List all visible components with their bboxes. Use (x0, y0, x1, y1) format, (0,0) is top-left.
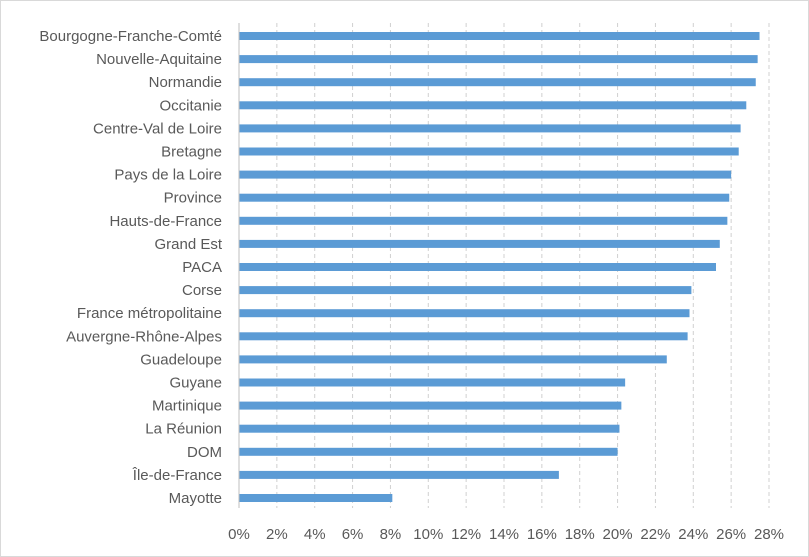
x-tick-label: 18% (565, 526, 595, 543)
category-label: Grand Est (154, 236, 222, 253)
bar (239, 78, 756, 87)
bar (239, 32, 760, 40)
x-tick-label: 24% (678, 526, 708, 543)
bar (239, 216, 728, 225)
x-tick-label: 16% (527, 526, 557, 543)
bar (239, 494, 393, 502)
bar (239, 401, 622, 410)
category-label: Occitanie (159, 97, 222, 114)
category-label: Nouvelle-Aquitaine (96, 51, 222, 68)
bar (239, 193, 730, 202)
category-label: Auvergne-Rhône-Alpes (66, 328, 222, 345)
x-tick-label: 28% (754, 526, 784, 543)
category-label: Île-de-France (132, 467, 222, 484)
category-label: Guadeloupe (140, 351, 222, 368)
bar (239, 309, 690, 318)
bars (239, 32, 760, 502)
bar (239, 263, 716, 271)
category-label: Martinique (152, 398, 222, 415)
category-label: Hauts-de-France (109, 213, 222, 230)
category-label: Mayotte (169, 490, 222, 507)
category-labels: Bourgogne-Franche-Comté Nouvelle-Aquitain… (39, 28, 222, 507)
x-tick-label: 6% (342, 526, 364, 543)
x-tick-label: 8% (380, 526, 402, 543)
bar (239, 424, 620, 433)
category-label: PACA (182, 259, 222, 276)
x-tick-label: 26% (716, 526, 746, 543)
x-axis-tick-labels: 0% 2% 4% 6% 8% 10% 12% 14% 16% 18% 20% 22% 24% 26% 28% (228, 526, 784, 543)
x-tick-label: 12% (451, 526, 481, 543)
bar (239, 378, 626, 387)
bar (239, 355, 667, 364)
category-label: Bourgogne-Franche-Comté (39, 28, 222, 45)
x-tick-label: 4% (304, 526, 326, 543)
bar (239, 239, 720, 248)
bar (239, 470, 559, 479)
bar (239, 447, 618, 456)
bar (239, 55, 758, 64)
bar (239, 332, 688, 341)
x-tick-label: 2% (266, 526, 288, 543)
x-tick-label: 14% (489, 526, 519, 543)
category-label: Guyane (169, 375, 222, 392)
bar (239, 286, 692, 295)
category-label: Corse (182, 282, 222, 299)
category-label: Province (164, 190, 222, 207)
x-tick-label: 0% (228, 526, 250, 543)
bar (239, 147, 739, 156)
x-tick-label: 10% (413, 526, 443, 543)
category-label: Pays de la Loire (114, 167, 222, 184)
category-label: Normandie (149, 74, 222, 91)
x-tick-label: 20% (603, 526, 633, 543)
category-label: La Réunion (145, 421, 222, 438)
bar (239, 124, 741, 133)
category-label: Bretagne (161, 144, 222, 161)
bar (239, 101, 747, 110)
x-tick-label: 22% (640, 526, 670, 543)
category-label: Centre-Val de Loire (93, 120, 222, 137)
category-label: DOM (187, 444, 222, 461)
category-label: France métropolitaine (77, 305, 222, 322)
bar (239, 170, 732, 179)
